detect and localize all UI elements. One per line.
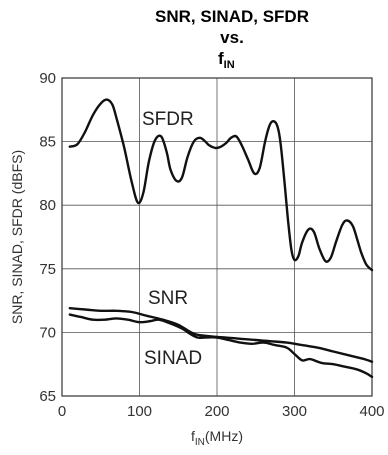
chart-title-line-2: vs. [220,28,244,47]
chart-title-line-1: SNR, SINAD, SFDR [155,7,309,26]
y-axis-label: SNR, SINAD, SFDR (dBFS) [9,150,25,324]
plot-frame [61,77,373,397]
y-tick-label: 90 [39,70,56,87]
x-axis-label-subscript: IN [195,437,205,448]
x-tick-label: 100 [127,403,152,420]
x-tick-label: 400 [359,403,384,420]
x-tick-label: 0 [58,403,66,420]
x-axis-label-unit: (MHz) [205,428,243,444]
series-label-sinad: SINAD [144,348,202,369]
x-axis-label: fIN(MHz) [191,428,243,448]
series-curves [68,98,374,379]
x-axis-label-f: f [191,428,195,444]
x-tick-labels: 0 100 200 300 400 [58,403,385,420]
series-line-sinad [68,313,374,379]
y-tick-label: 85 [39,134,56,151]
x-tick-label: 200 [204,403,229,420]
series-label-snr: SNR [148,288,188,309]
y-tick-label: 70 [39,324,56,341]
chart-title-line-3: fIN [218,49,235,71]
series-line-snr [68,307,374,363]
series-line-sfdr [68,98,374,272]
chart-title-subscript: IN [224,59,235,71]
y-tick-label: 80 [39,197,56,214]
y-tick-label: 75 [39,261,56,278]
series-label-sfdr: SFDR [142,109,194,130]
chart-title-f: f [218,49,224,68]
y-tick-label: 65 [39,388,56,405]
x-tick-label: 300 [282,403,307,420]
y-tick-labels: 65 70 75 80 85 90 [39,70,56,405]
